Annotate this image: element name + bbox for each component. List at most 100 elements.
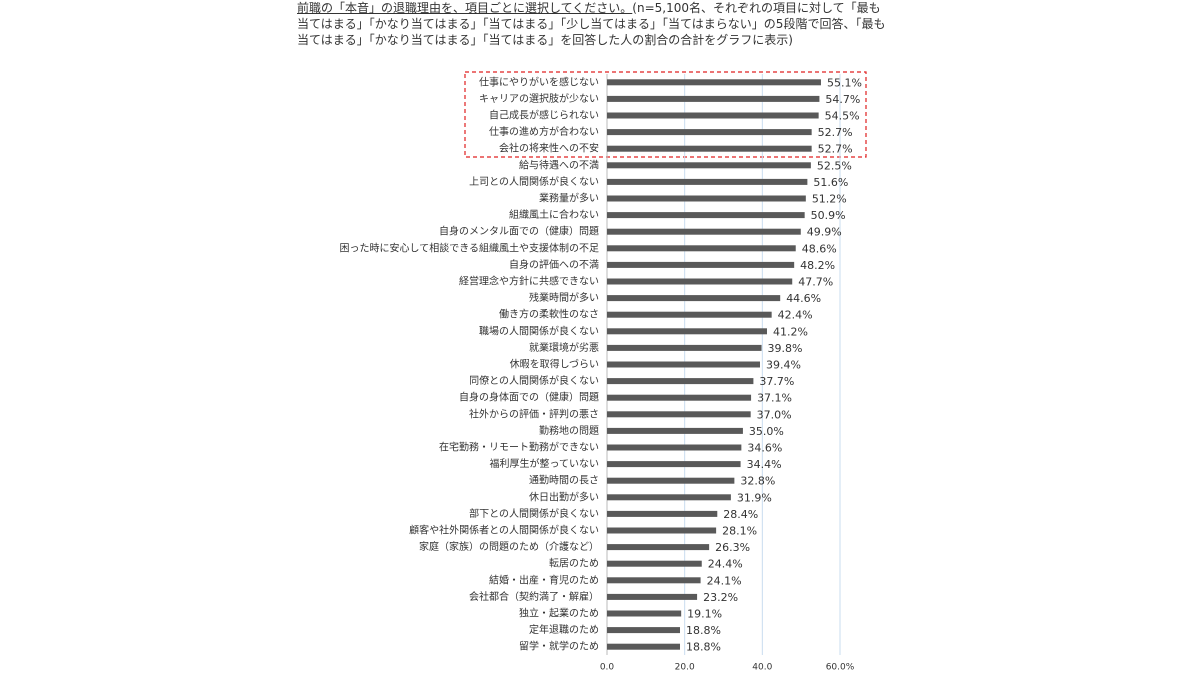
value-label: 52.5% — [817, 159, 852, 172]
value-label: 55.1% — [827, 76, 862, 89]
bar — [607, 112, 819, 119]
value-label: 35.0% — [749, 425, 784, 438]
bar — [607, 228, 801, 235]
value-label: 42.4% — [778, 309, 813, 322]
bar — [607, 95, 820, 102]
value-label: 41.2% — [773, 325, 808, 338]
y-tick-label: 困った時に安心して相談できる組織風土や支援体制の不足 — [340, 241, 600, 254]
y-tick-label: 仕事の進め方が合わない — [489, 125, 599, 138]
value-label: 37.1% — [757, 392, 792, 405]
bar — [607, 394, 752, 401]
bar — [607, 461, 741, 468]
y-tick-label: 就業環境が劣悪 — [529, 341, 599, 354]
y-tick-label: 同僚との人間関係が良くない — [469, 374, 599, 387]
value-label: 44.6% — [786, 292, 821, 305]
y-tick-label: 経営理念や方針に共感できない — [459, 275, 599, 288]
bar — [607, 79, 821, 86]
value-label: 47.7% — [798, 276, 833, 289]
value-label: 49.9% — [807, 226, 842, 239]
bar — [607, 593, 698, 600]
bar — [607, 328, 767, 335]
bar — [607, 510, 718, 517]
value-label: 48.2% — [800, 259, 835, 272]
value-label: 51.2% — [812, 193, 847, 206]
y-tick-label: 職場の人間関係が良くない — [479, 324, 599, 337]
value-label: 23.2% — [703, 591, 738, 604]
highlight-box — [464, 71, 867, 158]
bar — [607, 560, 702, 567]
y-tick-label: 自身のメンタル面での（健康）問題 — [439, 225, 599, 238]
y-tick-label: 在宅勤務・リモート勤務ができない — [439, 441, 599, 454]
bar — [607, 129, 812, 136]
y-tick-label: 留学・就学のため — [519, 640, 599, 653]
value-label: 39.8% — [768, 342, 803, 355]
value-label: 32.8% — [740, 475, 775, 488]
y-tick-label: 業務量が多い — [539, 192, 599, 205]
value-label: 24.1% — [707, 574, 742, 587]
y-tick-label: 顧客や社外関係者との人間関係が良くない — [409, 524, 599, 537]
x-tick-label: 0.0 — [600, 663, 615, 673]
value-label: 24.4% — [708, 558, 743, 571]
value-label: 28.1% — [722, 525, 757, 538]
y-tick-label: 社外からの評価・評判の悪さ — [469, 407, 599, 420]
bar — [607, 643, 681, 650]
y-tick-label: 独立・起業のため — [519, 607, 599, 620]
value-label: 34.6% — [747, 442, 782, 455]
value-label: 48.6% — [802, 242, 837, 255]
chart-heading: 前職の「本音」の退職理由を、項目ごとに選択してください。(n=5,100名、それ… — [297, 0, 887, 48]
y-tick-label: 自己成長が感じられない — [489, 109, 599, 122]
value-label: 52.7% — [818, 143, 853, 156]
bar — [607, 195, 806, 202]
bar — [607, 295, 781, 302]
value-label: 18.8% — [686, 641, 721, 654]
value-label: 18.8% — [686, 624, 721, 637]
y-tick-label: 上司との人間関係が良くない — [469, 175, 599, 188]
y-tick-label: 休日出勤が多い — [529, 490, 599, 503]
bar — [607, 178, 808, 185]
value-label: 28.4% — [723, 508, 758, 521]
bar — [607, 477, 735, 484]
y-tick-label: 勤務地の問題 — [539, 424, 599, 437]
bar — [607, 361, 761, 368]
bar — [607, 411, 751, 418]
x-tick-label: 40.0 — [752, 663, 772, 673]
bar — [607, 344, 762, 351]
bar — [607, 145, 812, 152]
y-tick-label: 給与待遇への不満 — [519, 158, 599, 171]
bar — [607, 212, 805, 219]
bar — [607, 278, 793, 285]
value-label: 31.9% — [737, 491, 772, 504]
y-tick-label: 働き方の柔軟性のなさ — [499, 308, 599, 321]
y-tick-label: 会社の将来性への不安 — [499, 142, 599, 155]
value-label: 39.4% — [766, 359, 801, 372]
bar — [607, 245, 796, 252]
y-tick-label: 転居のため — [549, 558, 599, 570]
chart-subtitle: (n=5,100名、それぞれの項目に対して「最も当てはまる」「かなり当てはまる」… — [297, 1, 886, 47]
y-tick-label: 会社都合（契約満了・解雇） — [469, 590, 599, 603]
value-label: 34.4% — [747, 458, 782, 471]
y-tick-label: 家庭（家族）の問題のため（介護など） — [419, 540, 599, 553]
value-label: 52.7% — [818, 126, 853, 139]
y-tick-label: 組織風土に合わない — [509, 208, 599, 221]
bar — [607, 527, 717, 534]
y-tick-label: 部下との人間関係が良くない — [469, 507, 599, 520]
bar — [607, 577, 701, 584]
y-tick-label: 自身の身体面での（健康）問題 — [459, 391, 599, 404]
bar — [607, 427, 743, 434]
x-tick-label: 20.0 — [675, 663, 695, 673]
y-tick-label: 自身の評価への不満 — [509, 258, 599, 271]
x-tick-label: 60.0% — [826, 663, 855, 673]
y-tick-label: 通勤時間の長さ — [529, 474, 599, 487]
bar — [607, 311, 772, 318]
y-tick-label: 定年退職のため — [529, 623, 599, 636]
value-label: 54.7% — [825, 93, 860, 106]
bar — [607, 378, 754, 385]
value-label: 37.7% — [759, 375, 794, 388]
y-tick-label: 福利厚生が整っていない — [490, 457, 600, 470]
y-tick-label: キャリアの選択肢が少ない — [479, 92, 599, 105]
value-label: 54.5% — [825, 110, 860, 123]
value-label: 19.1% — [687, 608, 722, 621]
y-tick-label: 残業時間が多い — [529, 291, 599, 304]
